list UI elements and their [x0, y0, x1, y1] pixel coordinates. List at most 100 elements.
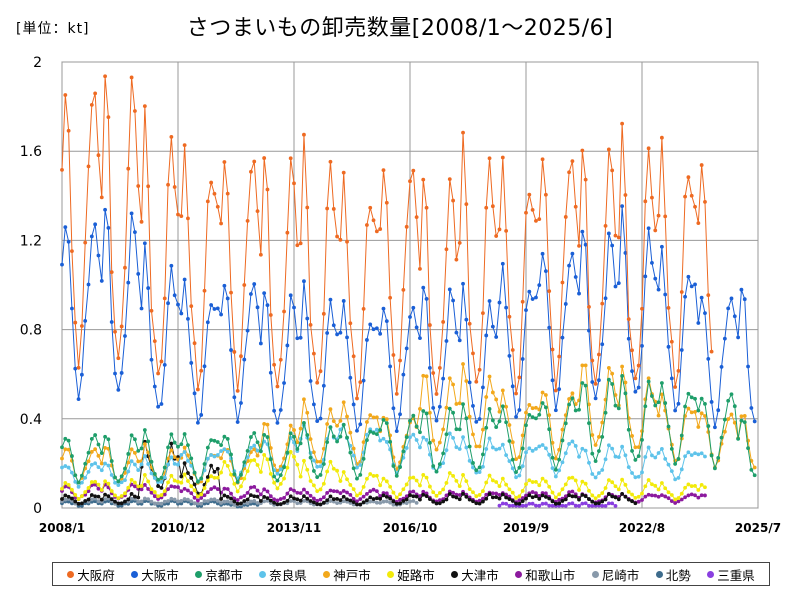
data-point: [292, 434, 296, 439]
data-point: [461, 130, 465, 135]
data-point: [573, 503, 578, 508]
data-point: [305, 205, 310, 210]
data-point: [252, 499, 257, 503]
data-point: [126, 469, 131, 474]
data-point: [252, 484, 257, 489]
data-point: [384, 417, 389, 422]
data-point: [696, 221, 701, 226]
data-point: [378, 483, 383, 488]
data-point: [321, 500, 326, 505]
data-point: [573, 275, 578, 279]
data-point: [103, 492, 107, 497]
data-point: [325, 469, 330, 474]
data-point: [497, 409, 502, 414]
data-point: [570, 251, 575, 256]
data-point: [338, 427, 343, 432]
data-point: [696, 321, 701, 325]
data-point: [663, 494, 668, 499]
data-point: [431, 371, 436, 375]
data-point: [302, 397, 306, 402]
data-point: [79, 372, 84, 377]
data-point: [550, 466, 555, 471]
data-point: [560, 487, 565, 492]
data-point: [341, 489, 346, 493]
data-point: [487, 299, 492, 303]
data-point: [517, 375, 522, 380]
data-point: [444, 432, 449, 437]
data-point: [567, 170, 571, 175]
data-point: [139, 446, 144, 451]
data-point: [583, 363, 588, 368]
data-point: [361, 456, 366, 461]
data-point: [166, 487, 170, 492]
data-point: [142, 483, 147, 487]
data-point: [162, 492, 167, 497]
data-point: [524, 493, 528, 498]
data-point: [245, 328, 250, 333]
data-point: [285, 498, 290, 503]
data-point: [258, 499, 263, 503]
data-point: [311, 450, 316, 455]
data-point: [693, 396, 697, 401]
data-point: [497, 496, 502, 501]
data-point: [159, 480, 164, 484]
data-point: [404, 446, 409, 450]
data-point: [414, 215, 419, 219]
data-point: [106, 437, 111, 442]
data-point: [86, 459, 91, 464]
data-point: [113, 329, 117, 334]
data-point: [86, 282, 91, 287]
data-point: [534, 416, 538, 421]
data-point: [63, 464, 68, 468]
data-point: [292, 454, 296, 459]
y-tick-label: 2: [33, 55, 42, 71]
data-point: [437, 490, 442, 495]
data-point: [179, 474, 184, 479]
data-point: [620, 204, 625, 209]
data-point: [689, 284, 694, 289]
data-point: [305, 410, 310, 415]
data-point: [742, 414, 747, 418]
data-point: [83, 475, 88, 480]
data-point: [447, 177, 452, 182]
legend-label: 大津市: [461, 567, 499, 583]
data-point: [623, 482, 628, 487]
data-point: [474, 494, 479, 499]
data-point: [613, 484, 618, 489]
data-point: [275, 478, 280, 483]
data-point: [361, 500, 366, 505]
data-point: [650, 260, 654, 265]
legend-marker-icon: [131, 570, 139, 578]
data-point: [365, 491, 369, 496]
data-point: [497, 227, 502, 232]
data-point: [262, 487, 267, 492]
data-point: [553, 474, 558, 479]
data-point: [166, 499, 170, 503]
data-point: [517, 494, 522, 499]
data-point: [610, 501, 615, 506]
data-point: [467, 321, 472, 326]
data-point: [659, 481, 664, 485]
data-point: [510, 440, 515, 445]
data-point: [249, 499, 253, 504]
legend-label: 和歌山市: [525, 567, 576, 583]
chart-legend: 大阪府 大阪市 京都市 奈良県 神戸市 姫路市 大津市 和歌山市 尼崎市 北勢 三重県: [52, 562, 770, 586]
data-point: [547, 427, 552, 432]
data-point: [454, 478, 459, 483]
data-point: [232, 502, 237, 507]
legend-label: 三重県: [717, 567, 755, 583]
data-point: [494, 495, 499, 500]
data-point: [580, 501, 585, 506]
data-point: [437, 440, 442, 445]
data-point: [189, 484, 194, 489]
data-point: [487, 407, 492, 411]
data-point: [126, 497, 131, 502]
data-point: [507, 439, 512, 443]
data-point: [315, 498, 320, 503]
data-point: [331, 207, 336, 211]
data-point: [328, 407, 333, 412]
data-point: [633, 389, 638, 394]
data-point: [418, 494, 422, 498]
data-point: [159, 475, 164, 480]
data-point: [494, 397, 499, 402]
